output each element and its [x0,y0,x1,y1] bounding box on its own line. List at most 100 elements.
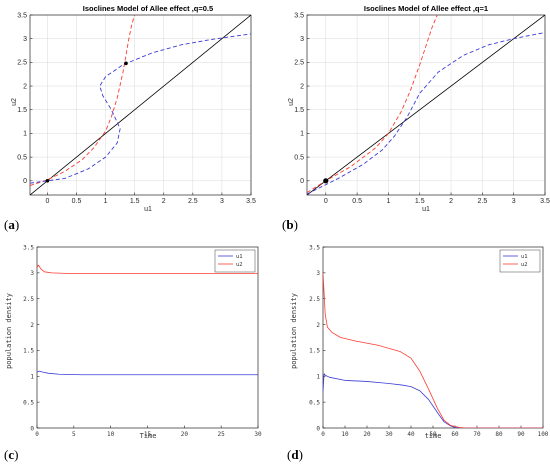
chart-d-xtick-label: 40 [407,431,415,438]
chart-c-legend-label-0: u1 [236,254,243,260]
chart-d-ytick-label: 1.5 [309,348,320,355]
chart-c-series-0 [37,370,258,376]
chart-c-ytick-label: 3 [30,270,34,277]
chart-b-ytick-label: 1.5 [294,107,304,114]
caption-a: (a) [4,217,19,232]
chart-d-xtick-label: 60 [451,431,459,438]
chart-b-xtick-label: 0 [324,198,328,205]
chart-d-frame [322,246,544,429]
chart-c-ytick-label: 2.5 [23,296,34,303]
chart-d-series-0 [323,373,543,428]
chart-d-ytick-label: 3.5 [309,244,320,251]
chart-b-ytick-label: 2.5 [294,60,304,67]
chart-d-ytick-label: 2.5 [309,296,320,303]
chart-a-ytick-label: 3.5 [17,12,27,19]
chart-c-xtick-label: 10 [107,431,115,438]
chart-a-ylabel: u2 [11,98,18,106]
chart-b-xtick-label: 1.5 [415,198,425,205]
chart-c-ytick-label: 1 [30,374,34,381]
chart-a-ytick-label: 1.5 [17,107,27,114]
chart-b-series-0 [307,15,545,195]
chart-a-ytick-label: 0 [23,178,27,185]
chart-b-series-2 [307,32,545,195]
chart-c-series-1 [37,264,258,274]
chart-a-ytick-label: 1 [23,131,27,138]
chart-c-xlabel: Time [140,432,157,440]
chart-c-ytick-label: 0 [30,425,34,432]
chart-c-xtick-label: 5 [72,431,76,438]
chart-d-xtick-label: 100 [538,431,549,438]
chart-b-ylabel: u2 [288,98,295,106]
chart-d-xtick-label: 0 [321,431,325,438]
chart-d-xtick-label: 20 [363,431,371,438]
chart-d-series-1 [323,272,543,428]
chart-c-ytick-label: 3.5 [23,244,34,251]
chart-d-plot: 0 10 20 30 40 50 60 70 80 90 100 0 0.5 1 1.5 2 2.5 3 3.5 u1… [309,244,549,438]
chart-c-ytick-label: 1.5 [23,348,34,355]
caption-b: (b) [282,217,298,232]
chart-a-title: Isoclines Model of Allee effect ,q=0.5 [83,4,213,13]
panel-d: 0 10 20 30 40 50 60 70 80 90 100 0 0.5 1 1.5 2 2.5 3 3.5 u1… [287,244,549,462]
chart-b-ytick-label: 2 [300,83,304,90]
chart-a-xlabel: u1 [144,206,152,213]
chart-a-xtick-label: 1.5 [130,198,140,205]
chart-a-xtick-label: 3 [220,198,224,205]
chart-a-equilibrium-point-0 [45,178,50,183]
chart-d-xtick-label: 30 [385,431,393,438]
chart-a-plot: 0 0.5 1 1.5 2 2.5 3 3.5 0 0.5 1 1.5 2 2.5 3 3.5 [17,12,256,205]
chart-d-legend-label-0: u1 [521,254,528,260]
chart-b-ytick-label: 1 [300,131,304,138]
chart-b-ytick-label: 0 [300,178,304,185]
chart-d-xtick-label: 50 [429,431,437,438]
chart-c-xtick-label: 25 [218,431,226,438]
chart-c-xtick-label: 0 [35,431,39,438]
chart-b-ytick-label: 3 [300,36,304,43]
chart-d-ytick-label: 3 [316,270,320,277]
chart-b-ytick-label: 3.5 [294,12,304,19]
chart-a-xtick-label: 1 [104,198,108,205]
chart-c-ytick-label: 0.5 [23,399,34,406]
chart-d-ytick-label: 2 [316,322,320,329]
chart-c-xtick-label: 15 [144,431,152,438]
chart-a-ytick-label: 3 [23,36,27,43]
chart-a-xtick-label: 2 [162,198,166,205]
chart-b-xtick-label: 1 [386,198,390,205]
chart-d-ytick-label: 1 [316,374,320,381]
chart-a-series-0 [30,15,251,195]
chart-c-xtick-label: 20 [181,431,189,438]
chart-a-series-1 [30,15,136,186]
chart-a-xtick-label: 3.5 [246,198,256,205]
chart-c-ytick-label: 2 [30,322,34,329]
chart-d-legend-label-1: u2 [521,262,528,268]
panel-b: Isoclines Model of Allee effect ,q=1 0 0.… [282,4,550,232]
chart-a-ytick-label: 0.5 [17,154,27,161]
caption-d: (d) [287,447,303,462]
chart-b-plot: 0 0.5 1 1.5 2 2.5 3 3.5 0 0.5 1 1.5 2 2.5 3 3.5 [294,12,550,205]
chart-d-xtick-label: 90 [517,431,525,438]
chart-d-xtick-label: 10 [341,431,349,438]
chart-b-ytick-label: 0.5 [294,154,304,161]
chart-b-frame [306,14,546,196]
chart-a-equilibrium-point-1 [124,61,128,66]
chart-b-series-1 [307,15,438,194]
chart-b-xtick-label: 2.5 [478,198,488,205]
chart-a-ytick-label: 2 [23,83,27,90]
chart-a-series-2 [30,33,251,184]
chart-b-xtick-label: 2 [449,198,453,205]
chart-a-xtick-label: 2.5 [188,198,198,205]
chart-a-xtick-label: 0 [45,198,49,205]
chart-b-xlabel: u1 [422,206,430,213]
panel-a: Isoclines Model of Allee effect ,q=0.5 0… [4,4,256,232]
chart-a-xtick-label: 0.5 [72,198,82,205]
chart-d-xtick-label: 70 [473,431,481,438]
caption-c: (c) [4,447,18,462]
chart-c-frame [36,246,259,429]
chart-c-legend-label-1: u2 [236,262,243,268]
chart-d-ylabel: population density [290,293,298,369]
chart-c-ylabel: population density [5,293,13,369]
chart-b-xtick-label: 0.5 [352,198,362,205]
